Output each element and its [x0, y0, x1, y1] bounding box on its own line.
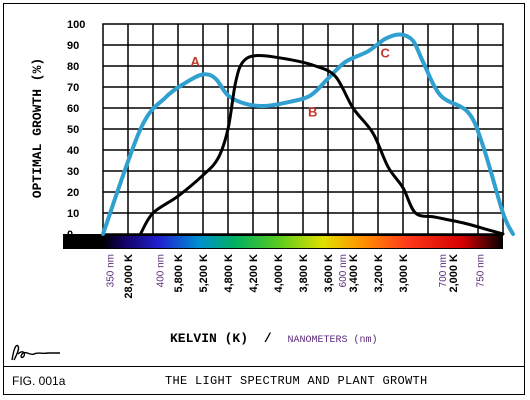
kelvin-tick-label: 4,000 K — [273, 254, 285, 293]
kelvin-tick-labels: 28,000 K 5,800 K 5,200 K 4,800 K 4,200 K 4,00… — [123, 254, 460, 299]
y-tick-label: 20 — [67, 187, 79, 199]
kelvin-tick-label: 5,800 K — [173, 254, 185, 293]
y-tick-label: 90 — [67, 40, 79, 52]
footer-divider — [3, 366, 525, 367]
kelvin-tick-label: 3,800 K — [298, 254, 310, 293]
x-axis-title-nm: NANOMETERS (nm) — [287, 334, 377, 346]
x-axis-title-separator: / — [264, 331, 272, 346]
y-tick-label: 70 — [67, 82, 79, 94]
signature — [11, 344, 60, 361]
curves — [101, 32, 515, 236]
x-axis-title-kelvin: KELVIN (K) — [170, 331, 248, 346]
spectrum-bar — [63, 234, 503, 249]
curve-label-b: B — [308, 104, 317, 119]
series-line-c — [139, 53, 505, 236]
figure-frame — [3, 3, 525, 395]
y-tick-label: 40 — [67, 145, 79, 157]
kelvin-tick-label: 3,200 K — [373, 254, 385, 293]
curve-label-a: A — [191, 54, 201, 69]
nm-tick-label: 600 nm — [338, 254, 349, 287]
figure-title: THE LIGHT SPECTRUM AND PLANT GROWTH — [165, 374, 428, 388]
figure-label: FIG. 001a — [12, 374, 66, 388]
kelvin-tick-label: 4,800 K — [223, 254, 235, 293]
kelvin-tick-label: 28,000 K — [123, 254, 135, 299]
curve-annotations: A B C — [191, 46, 391, 120]
y-axis-title: OPTIMAL GROWTH (%) — [30, 58, 45, 198]
nm-tick-labels: 350 nm 400 nm 600 nm 700 nm 750 nm — [106, 254, 487, 287]
nm-tick-label: 700 nm — [438, 254, 449, 287]
kelvin-tick-label: 4,200 K — [248, 254, 260, 293]
nm-tick-label: 400 nm — [156, 254, 167, 287]
y-tick-label: 0 — [67, 229, 73, 241]
y-tick-label: 30 — [67, 166, 79, 178]
kelvin-tick-label: 2,000 K — [448, 254, 460, 293]
y-tick-label: 50 — [67, 124, 79, 136]
y-tick-label: 60 — [67, 103, 79, 115]
kelvin-tick-label: 5,200 K — [198, 254, 210, 293]
y-tick-label: 80 — [67, 61, 79, 73]
kelvin-tick-label: 3,600 K — [323, 254, 335, 293]
y-tick-label: 10 — [67, 208, 79, 220]
nm-tick-label: 350 nm — [106, 254, 117, 287]
series-line-a — [101, 32, 515, 236]
kelvin-tick-label: 3,400 K — [348, 254, 360, 293]
chart: OPTIMAL GROWTH (%) 100908070605040302010… — [30, 19, 515, 346]
curve-label-c: C — [381, 46, 391, 61]
spectrum-gradient — [103, 236, 503, 248]
x-axis-title: KELVIN (K) / NANOMETERS (nm) — [170, 331, 377, 346]
kelvin-tick-label: 3,000 K — [398, 254, 410, 293]
nm-tick-label: 750 nm — [476, 254, 487, 287]
y-tick-label: 100 — [67, 19, 85, 31]
chart-grid — [102, 23, 504, 235]
